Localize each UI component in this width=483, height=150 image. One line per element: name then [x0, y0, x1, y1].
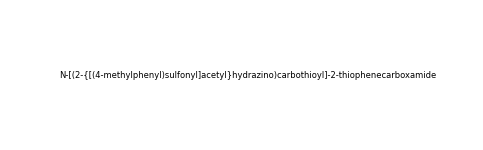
Text: N-[(2-{[(4-methylphenyl)sulfonyl]acetyl}hydrazino)carbothioyl]-2-thiophenecarbox: N-[(2-{[(4-methylphenyl)sulfonyl]acetyl}… [59, 71, 436, 80]
